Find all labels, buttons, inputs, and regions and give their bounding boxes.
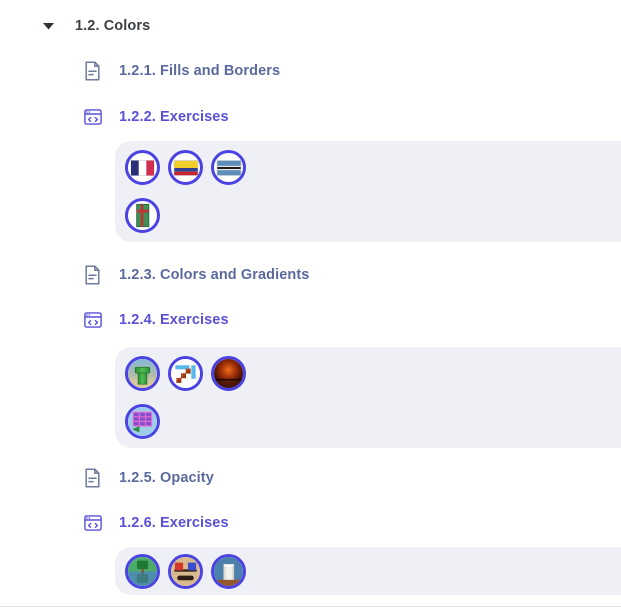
tree-water-reflection-thumbnail[interactable] — [125, 554, 160, 589]
exercise-panel-122 — [115, 141, 621, 242]
toc-item-opacity[interactable]: 1.2.5. Opacity — [84, 468, 214, 488]
document-icon — [84, 265, 102, 285]
exercise-panel-124 — [115, 347, 621, 448]
gradient-stairs-thumbnail[interactable] — [168, 356, 203, 391]
caret-down-icon[interactable] — [43, 22, 54, 30]
thumbnail-list — [125, 356, 265, 439]
browser-code-icon — [84, 107, 102, 127]
flag-of-france-thumbnail[interactable] — [125, 150, 160, 185]
glass-of-milk-thumbnail[interactable] — [211, 554, 246, 589]
face-with-3d-glasses-thumbnail[interactable] — [168, 554, 203, 589]
toc-item-colors-and-gradients[interactable]: 1.2.3. Colors and Gradients — [84, 265, 309, 285]
toc-item-label: 1.2.2. Exercises — [119, 109, 229, 125]
section-title: 1.2. Colors — [75, 18, 151, 34]
toc-item-exercises-126[interactable]: 1.2.6. Exercises — [84, 513, 229, 533]
exercise-panel-126 — [115, 547, 621, 595]
browser-code-icon — [84, 310, 102, 330]
mario-pipe-thumbnail[interactable] — [125, 356, 160, 391]
toc-item-label: 1.2.1. Fills and Borders — [119, 63, 281, 79]
toc-item-label: 1.2.6. Exercises — [119, 515, 229, 531]
thumbnail-list — [125, 554, 265, 589]
green-flag-with-red-cross-thumbnail[interactable] — [125, 198, 160, 233]
toc-item-exercises-122[interactable]: 1.2.2. Exercises — [84, 107, 229, 127]
document-icon — [84, 61, 102, 81]
toc-item-exercises-124[interactable]: 1.2.4. Exercises — [84, 310, 229, 330]
thumbnail-list — [125, 150, 265, 233]
flag-of-botswana-thumbnail[interactable] — [211, 150, 246, 185]
toc-item-fills-and-borders[interactable]: 1.2.1. Fills and Borders — [84, 61, 280, 81]
browser-code-icon — [84, 513, 102, 533]
document-icon — [84, 468, 102, 488]
planet-mars-thumbnail[interactable] — [211, 356, 246, 391]
bottom-divider — [0, 606, 621, 607]
toc-item-label: 1.2.4. Exercises — [119, 312, 229, 328]
section-colors-toggle[interactable]: 1.2. Colors — [43, 17, 150, 35]
flag-of-colombia-thumbnail[interactable] — [168, 150, 203, 185]
toc-item-label: 1.2.5. Opacity — [119, 470, 214, 486]
toc-item-label: 1.2.3. Colors and Gradients — [119, 267, 310, 283]
solar-panel-thumbnail[interactable] — [125, 404, 160, 439]
